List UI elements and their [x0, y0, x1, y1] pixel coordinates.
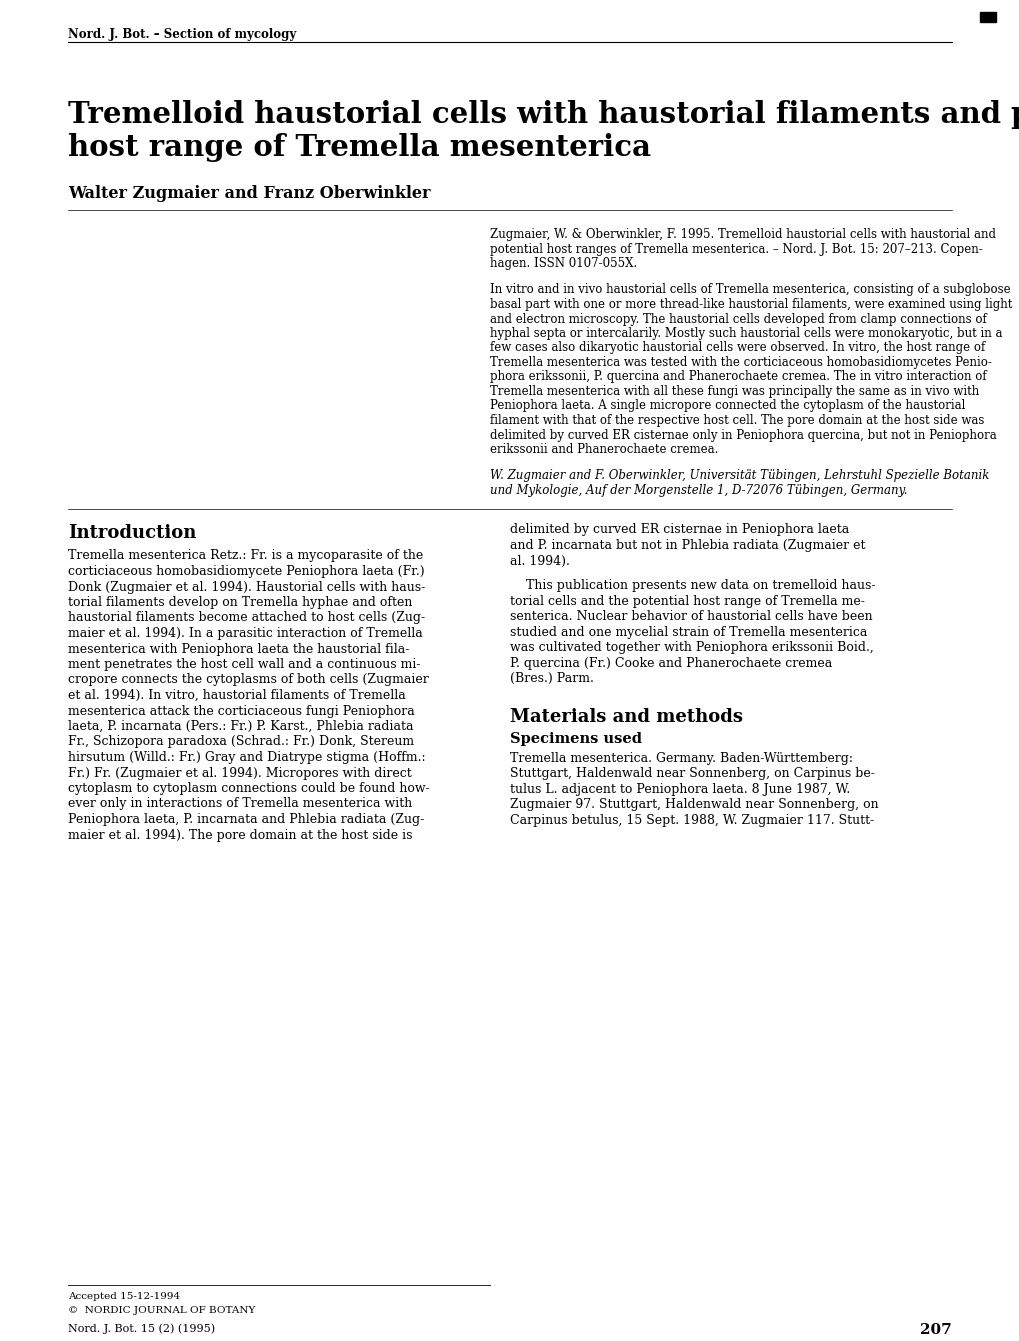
Text: tulus L. adjacent to Peniophora laeta. 8 June 1987, W.: tulus L. adjacent to Peniophora laeta. 8… — [510, 783, 850, 795]
Text: This publication presents new data on tremelloid haus-: This publication presents new data on tr… — [510, 579, 874, 593]
Text: hirsutum (Willd.: Fr.) Gray and Diatrype stigma (Hoffm.:: hirsutum (Willd.: Fr.) Gray and Diatrype… — [68, 751, 425, 764]
Text: et al. 1994). In vitro, haustorial filaments of Tremella: et al. 1994). In vitro, haustorial filam… — [68, 689, 406, 701]
Text: W. Zugmaier and F. Oberwinkler, Universität Tübingen, Lehrstuhl Spezielle Botani: W. Zugmaier and F. Oberwinkler, Universi… — [489, 469, 988, 483]
Text: und Mykologie, Auf der Morgenstelle 1, D-72076 Tübingen, Germany.: und Mykologie, Auf der Morgenstelle 1, D… — [489, 484, 907, 498]
Text: potential host ranges of Tremella mesenterica. – Nord. J. Bot. 15: 207–213. Cope: potential host ranges of Tremella mesent… — [489, 243, 981, 256]
Text: was cultivated together with Peniophora erikssonii Boid.,: was cultivated together with Peniophora … — [510, 641, 873, 654]
Text: ©  NORDIC JOURNAL OF BOTANY: © NORDIC JOURNAL OF BOTANY — [68, 1306, 255, 1316]
Text: Zugmaier 97. Stuttgart, Haldenwald near Sonnenberg, on: Zugmaier 97. Stuttgart, Haldenwald near … — [510, 798, 877, 811]
Text: mesenterica attack the corticiaceous fungi Peniophora: mesenterica attack the corticiaceous fun… — [68, 704, 415, 717]
Text: 207: 207 — [919, 1324, 951, 1337]
Text: corticiaceous homobasidiomycete Peniophora laeta (Fr.): corticiaceous homobasidiomycete Peniopho… — [68, 565, 424, 578]
Text: Introduction: Introduction — [68, 523, 197, 542]
Text: delimited by curved ER cisternae in Peniophora laeta: delimited by curved ER cisternae in Peni… — [510, 523, 849, 536]
Text: Peniophora laeta. A single micropore connected the cytoplasm of the haustorial: Peniophora laeta. A single micropore con… — [489, 400, 964, 413]
Text: Tremelloid haustorial cells with haustorial filaments and potential: Tremelloid haustorial cells with haustor… — [68, 101, 1019, 129]
Text: P. quercina (Fr.) Cooke and Phanerochaete cremea: P. quercina (Fr.) Cooke and Phanerochaet… — [510, 657, 832, 669]
Text: filament with that of the respective host cell. The pore domain at the host side: filament with that of the respective hos… — [489, 414, 983, 426]
Text: In vitro and in vivo haustorial cells of Tremella mesenterica, consisting of a s: In vitro and in vivo haustorial cells of… — [489, 283, 1010, 296]
Text: torial filaments develop on Tremella hyphae and often: torial filaments develop on Tremella hyp… — [68, 595, 412, 609]
Text: Tremella mesenterica. Germany. Baden-Württemberg:: Tremella mesenterica. Germany. Baden-Wür… — [510, 752, 852, 764]
Text: Accepted 15-12-1994: Accepted 15-12-1994 — [68, 1291, 180, 1301]
Text: ment penetrates the host cell wall and a continuous mi-: ment penetrates the host cell wall and a… — [68, 658, 420, 670]
Text: (Bres.) Parm.: (Bres.) Parm. — [510, 672, 593, 685]
Text: haustorial filaments become attached to host cells (Zug-: haustorial filaments become attached to … — [68, 611, 425, 625]
Text: Nord. J. Bot. 15 (2) (1995): Nord. J. Bot. 15 (2) (1995) — [68, 1324, 215, 1333]
Text: mesenterica with Peniophora laeta the haustorial fila-: mesenterica with Peniophora laeta the ha… — [68, 642, 409, 656]
Text: basal part with one or more thread-like haustorial filaments, were examined usin: basal part with one or more thread-like … — [489, 298, 1012, 311]
Text: Peniophora laeta, P. incarnata and Phlebia radiata (Zug-: Peniophora laeta, P. incarnata and Phleb… — [68, 813, 424, 826]
Text: and P. incarnata but not in Phlebia radiata (Zugmaier et: and P. incarnata but not in Phlebia radi… — [510, 539, 865, 552]
Text: Nord. J. Bot. – Section of mycology: Nord. J. Bot. – Section of mycology — [68, 28, 296, 42]
Text: Zugmaier, W. & Oberwinkler, F. 1995. Tremelloid haustorial cells with haustorial: Zugmaier, W. & Oberwinkler, F. 1995. Tre… — [489, 228, 995, 241]
Text: host range of Tremella mesenterica: host range of Tremella mesenterica — [68, 133, 650, 162]
Text: maier et al. 1994). In a parasitic interaction of Tremella: maier et al. 1994). In a parasitic inter… — [68, 628, 422, 640]
Text: studied and one mycelial strain of Tremella mesenterica: studied and one mycelial strain of Treme… — [510, 626, 866, 638]
Text: hyphal septa or intercalarily. Mostly such haustorial cells were monokaryotic, b: hyphal septa or intercalarily. Mostly su… — [489, 327, 1002, 341]
Text: delimited by curved ER cisternae only in Peniophora quercina, but not in Penioph: delimited by curved ER cisternae only in… — [489, 429, 996, 441]
Text: Tremella mesenterica Retz.: Fr. is a mycoparasite of the: Tremella mesenterica Retz.: Fr. is a myc… — [68, 550, 423, 562]
Text: Stuttgart, Haldenwald near Sonnenberg, on Carpinus be-: Stuttgart, Haldenwald near Sonnenberg, o… — [510, 767, 874, 780]
Text: Tremella mesenterica with all these fungi was principally the same as in vivo wi: Tremella mesenterica with all these fung… — [489, 385, 978, 398]
Text: phora erikssonii, P. quercina and Phanerochaete cremea. The in vitro interaction: phora erikssonii, P. quercina and Phaner… — [489, 370, 985, 384]
Bar — [979, 12, 995, 21]
Text: al. 1994).: al. 1994). — [510, 554, 570, 567]
Text: Fr., Schizopora paradoxa (Schrad.: Fr.) Donk, Stereum: Fr., Schizopora paradoxa (Schrad.: Fr.) … — [68, 735, 414, 748]
Text: Materials and methods: Materials and methods — [510, 708, 742, 725]
Text: erikssonii and Phanerochaete cremea.: erikssonii and Phanerochaete cremea. — [489, 443, 717, 456]
Text: Carpinus betulus, 15 Sept. 1988, W. Zugmaier 117. Stutt-: Carpinus betulus, 15 Sept. 1988, W. Zugm… — [510, 814, 873, 827]
Text: ever only in interactions of Tremella mesenterica with: ever only in interactions of Tremella me… — [68, 798, 412, 810]
Text: maier et al. 1994). The pore domain at the host side is: maier et al. 1994). The pore domain at t… — [68, 829, 412, 842]
Text: hagen. ISSN 0107-055X.: hagen. ISSN 0107-055X. — [489, 257, 637, 270]
Text: Walter Zugmaier and Franz Oberwinkler: Walter Zugmaier and Franz Oberwinkler — [68, 185, 430, 202]
Text: Donk (Zugmaier et al. 1994). Haustorial cells with haus-: Donk (Zugmaier et al. 1994). Haustorial … — [68, 581, 425, 594]
Text: cytoplasm to cytoplasm connections could be found how-: cytoplasm to cytoplasm connections could… — [68, 782, 429, 795]
Text: few cases also dikaryotic haustorial cells were observed. In vitro, the host ran: few cases also dikaryotic haustorial cel… — [489, 342, 984, 354]
Text: and electron microscopy. The haustorial cells developed from clamp connections o: and electron microscopy. The haustorial … — [489, 312, 985, 326]
Text: torial cells and the potential host range of Tremella me-: torial cells and the potential host rang… — [510, 595, 864, 607]
Text: Fr.) Fr. (Zugmaier et al. 1994). Micropores with direct: Fr.) Fr. (Zugmaier et al. 1994). Micropo… — [68, 767, 412, 779]
Text: Specimens used: Specimens used — [510, 732, 641, 746]
Text: Tremella mesenterica was tested with the corticiaceous homobasidiomycetes Penio-: Tremella mesenterica was tested with the… — [489, 355, 990, 369]
Text: laeta, P. incarnata (Pers.: Fr.) P. Karst., Phlebia radiata: laeta, P. incarnata (Pers.: Fr.) P. Kars… — [68, 720, 413, 734]
Text: senterica. Nuclear behavior of haustorial cells have been: senterica. Nuclear behavior of haustoria… — [510, 610, 872, 624]
Text: cropore connects the cytoplasms of both cells (Zugmaier: cropore connects the cytoplasms of both … — [68, 673, 428, 687]
